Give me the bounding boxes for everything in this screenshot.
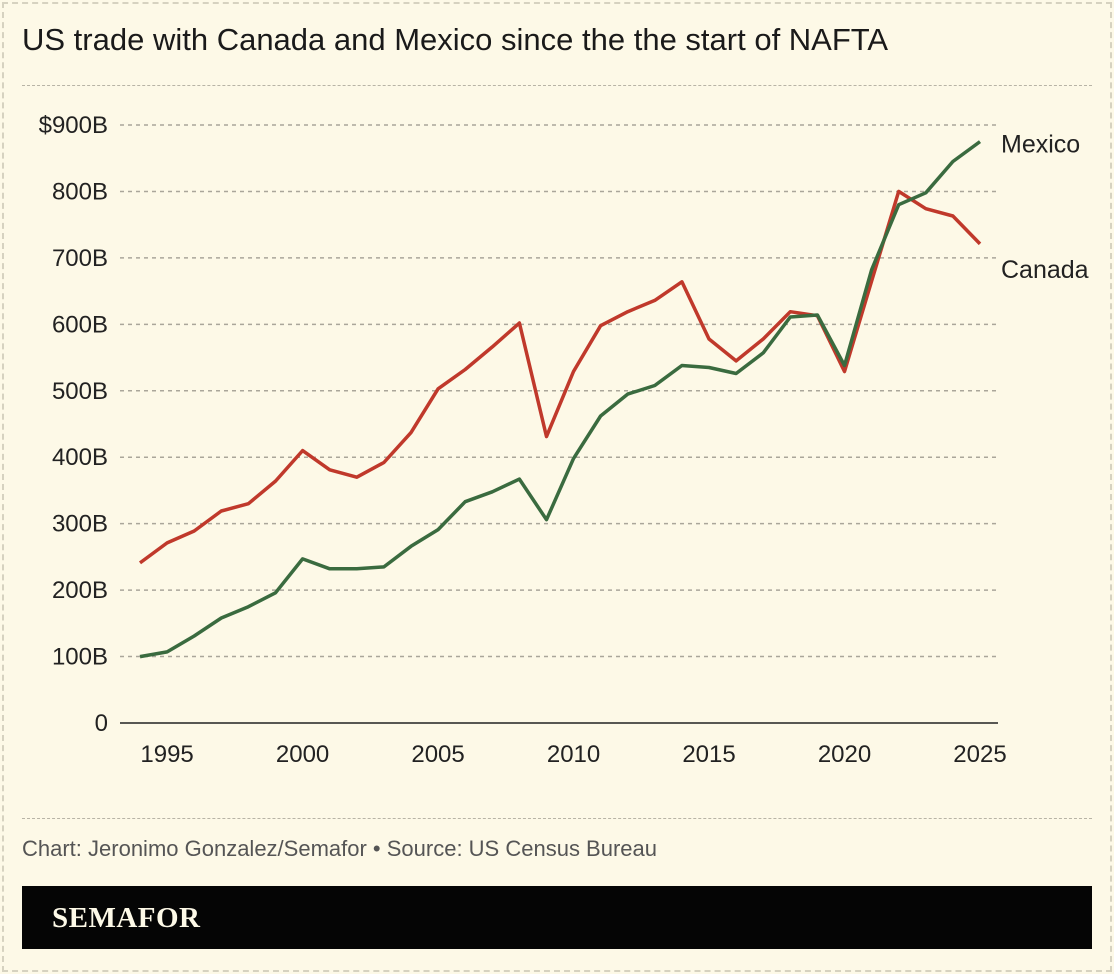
series-label-canada: Canada — [1001, 256, 1089, 284]
y-tick-label: 200B — [52, 577, 108, 604]
y-tick-label: 600B — [52, 311, 108, 338]
x-tick-label: 2000 — [276, 741, 329, 768]
y-tick-label: 400B — [52, 444, 108, 471]
divider — [22, 85, 1092, 86]
x-tick-label: 2020 — [818, 741, 871, 768]
y-tick-label: 500B — [52, 378, 108, 405]
y-tick-label: 800B — [52, 178, 108, 205]
y-tick-label: 0 — [95, 710, 108, 737]
brand-bar: SEMAFOR — [22, 886, 1092, 949]
y-tick-label: 100B — [52, 644, 108, 671]
y-tick-label: 700B — [52, 245, 108, 272]
chart-title: US trade with Canada and Mexico since th… — [22, 22, 889, 57]
series-line-canada — [138, 189, 982, 565]
source-note: Chart: Jeronimo Gonzalez/Semafor • Sourc… — [22, 836, 657, 861]
line-chart: 0 100B 200B 300B 400B 500B 600B 700B 800B $900B 19… — [39, 112, 1089, 768]
y-tick-label: 300B — [52, 511, 108, 538]
semafor-logo: SEMAFOR — [52, 902, 201, 934]
divider — [22, 818, 1092, 819]
x-tick-label: 2025 — [953, 741, 1006, 768]
x-tick-label: 2015 — [682, 741, 735, 768]
x-tick-label: 2010 — [547, 741, 600, 768]
series-line-mexico — [139, 140, 982, 659]
series-label-mexico: Mexico — [1001, 131, 1080, 159]
y-tick-label: $900B — [39, 112, 108, 139]
x-tick-label: 2005 — [411, 741, 464, 768]
x-tick-label: 1995 — [140, 741, 193, 768]
